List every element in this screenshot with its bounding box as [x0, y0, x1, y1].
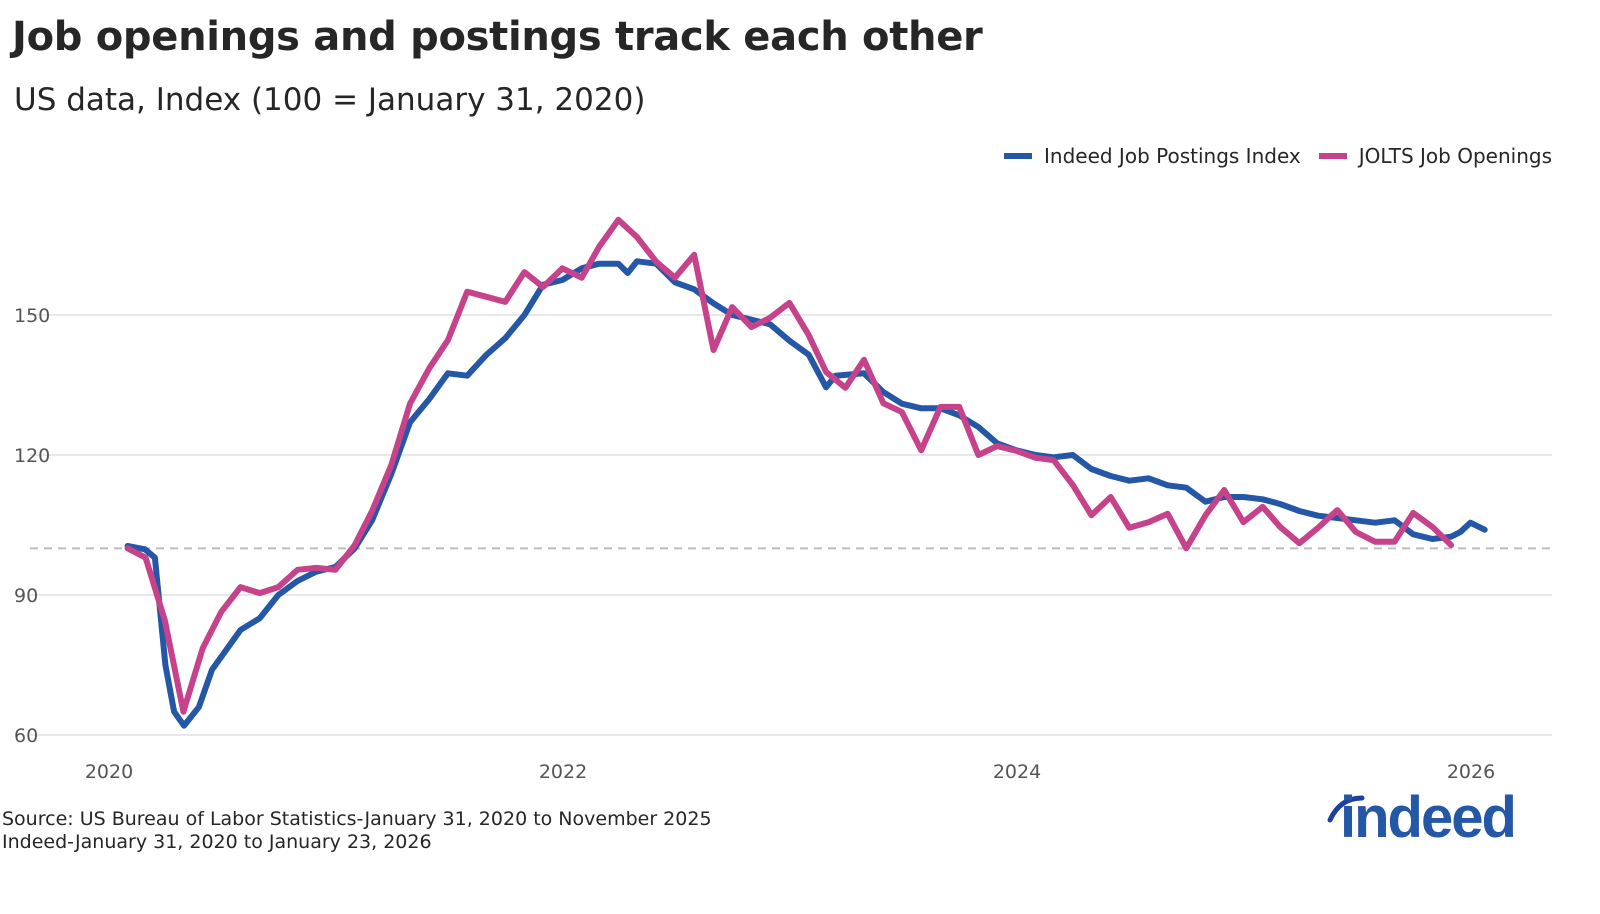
x-tick-label: 2020: [85, 761, 133, 783]
legend-item-jolts: JOLTS Job Openings: [1318, 144, 1552, 168]
legend: Indeed Job Postings Index JOLTS Job Open…: [1004, 144, 1552, 168]
indeed-logo: indeed: [1326, 785, 1536, 856]
y-tick-label: 90: [14, 585, 38, 607]
y-tick-label: 150: [14, 305, 50, 327]
legend-label-indeed: Indeed Job Postings Index: [1044, 144, 1301, 168]
x-tick-label: 2022: [539, 761, 587, 783]
logo-arc-icon: [1327, 795, 1365, 823]
series-line-jolts: [124, 216, 1455, 715]
legend-swatch-indeed: [1004, 153, 1032, 159]
legend-label-jolts: JOLTS Job Openings: [1358, 144, 1552, 168]
legend-swatch-jolts: [1318, 153, 1347, 159]
source-line-1: Source: US Bureau of Labor Statistics-Ja…: [2, 808, 712, 830]
y-tick-label: 120: [14, 445, 50, 467]
legend-item-indeed: Indeed Job Postings Index: [1004, 144, 1301, 168]
chart-subtitle: US data, Index (100 = January 31, 2020): [14, 82, 646, 118]
y-tick-label: 60: [14, 725, 38, 747]
source-line-2: Indeed-January 31, 2020 to January 23, 2…: [2, 831, 432, 853]
source-note: Source: US Bureau of Labor Statistics-Ja…: [2, 808, 712, 854]
x-tick-label: 2024: [993, 761, 1041, 783]
chart-title: Job openings and postings track each oth…: [12, 14, 983, 60]
x-tick-label: 2026: [1447, 761, 1495, 783]
